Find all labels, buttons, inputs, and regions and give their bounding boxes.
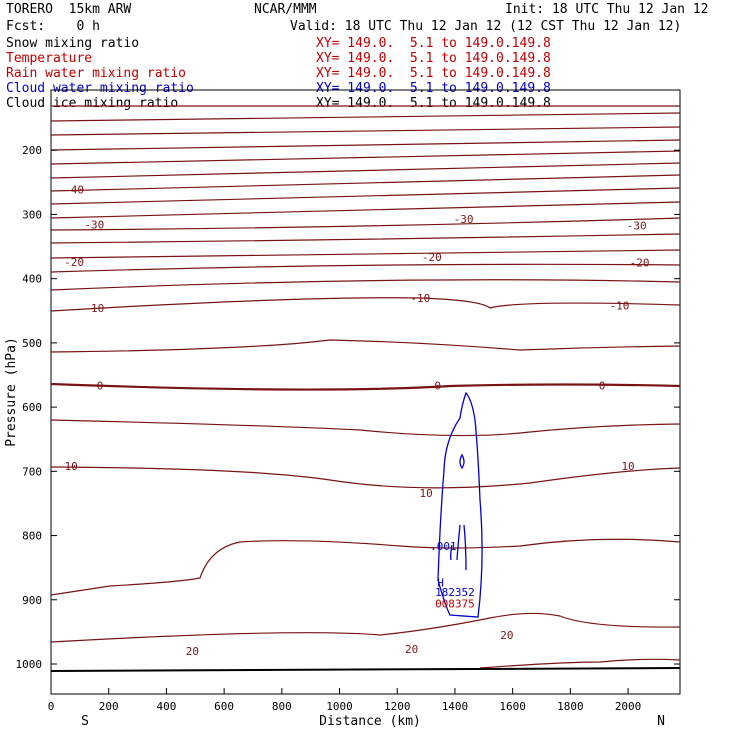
temperature-contour	[479, 658, 681, 669]
temperature-label: -20	[64, 256, 84, 269]
cloud-label: .001	[430, 540, 457, 553]
legend-temperature-xy: XY= 149.0. 5.1 to 149.0.149.8	[316, 51, 551, 66]
temperature-contour	[50, 139, 681, 151]
temperature-label: 10	[621, 460, 634, 473]
temperature-contour	[50, 162, 681, 179]
temperature-label: 20	[186, 645, 199, 658]
temperature-label: -40	[64, 183, 84, 196]
x-tick-label: 1000	[326, 700, 353, 713]
temperature-label: 0	[434, 379, 441, 392]
x-tick-label: 400	[156, 700, 176, 713]
x-tick-label: 200	[99, 700, 119, 713]
temperature-label: -20	[422, 251, 442, 264]
temperature-contour	[50, 187, 681, 205]
y-tick-label: 800	[22, 530, 42, 543]
temperature-contour	[50, 150, 681, 165]
temperature-contour	[50, 249, 681, 259]
x-tick-label: 2000	[615, 700, 642, 713]
temperature-contour	[50, 233, 681, 244]
plot-frame	[50, 89, 681, 695]
y-tick-label: 900	[22, 594, 42, 607]
temperature-contours	[50, 105, 681, 669]
temperature-label: -20	[630, 257, 650, 270]
contour-labels: -40 -30 -30 -30 -20 -20 -20 -10 -10 -10 0 0 0 10 10 10 2…	[64, 183, 649, 658]
temperature-contour	[50, 217, 681, 231]
cloud-water-contours	[437, 391, 483, 618]
init-time: Init: 18 UTC Thu 12 Jan 12	[505, 2, 709, 17]
x-tick-label: 1800	[557, 700, 584, 713]
x-axis-north-label: N	[657, 714, 665, 729]
legend-temperature-label: Temperature	[6, 51, 93, 66]
model-title: TORERO 15km ARW	[6, 2, 132, 17]
temperature-label: 10	[65, 460, 78, 473]
org-label: NCAR/MMM	[254, 2, 317, 17]
surface-line	[50, 667, 681, 672]
cloud-water-contour	[437, 391, 483, 618]
temperature-contour	[50, 112, 681, 122]
legend-rain-label: Rain water mixing ratio	[6, 66, 187, 81]
temperature-label: -10	[609, 300, 629, 313]
y-axis-title: Pressure (hPa)	[4, 337, 19, 447]
legend-snow-xy: XY= 149.0. 5.1 to 149.0.149.8	[316, 36, 551, 51]
legend-cloud-ice-label: Cloud ice mixing ratio	[6, 96, 179, 111]
x-tick-label: 800	[272, 700, 292, 713]
temperature-label: -30	[454, 213, 474, 226]
temperature-contour	[50, 382, 681, 391]
cloud-label: 008375	[435, 598, 475, 611]
temperature-label: -30	[84, 219, 104, 232]
legend-rain-xy: XY= 149.0. 5.1 to 149.0.149.8	[316, 66, 551, 81]
temperature-contour	[50, 612, 681, 643]
y-tick-label: 1000	[16, 658, 43, 671]
y-tick-label: 600	[22, 401, 42, 414]
temperature-contour	[50, 339, 681, 353]
x-tick-label: 600	[214, 700, 234, 713]
cloud-water-contour	[459, 453, 465, 470]
temperature-label: -30	[627, 219, 647, 232]
y-tick-label: 700	[22, 465, 42, 478]
temperature-contour	[50, 201, 681, 219]
temperature-contour	[50, 126, 681, 136]
temperature-contour	[50, 279, 681, 291]
temperature-label: 0	[599, 379, 606, 392]
temperature-label: 20	[405, 643, 418, 656]
forecast-hour: Fcst: 0 h	[6, 19, 100, 34]
legend-cloud-ice-xy: XY= 149.0. 5.1 to 149.0.149.8	[316, 96, 551, 111]
cloud-label: 182352	[435, 586, 475, 599]
temperature-contour	[50, 538, 681, 596]
temperature-contour	[50, 263, 681, 273]
y-tick-label: 300	[22, 208, 42, 221]
cloud-water-contour	[456, 524, 467, 571]
cloud-water-contour	[450, 544, 453, 561]
axis-ticks: 0 200 400 600 800 1000 1200 1400 1600 1800 2000200…	[16, 144, 680, 713]
temperature-label: -10	[84, 302, 104, 315]
x-tick-label: 1400	[442, 700, 469, 713]
legend-cloud-water-label: Cloud water mixing ratio	[6, 81, 194, 96]
legend-cloud-water-xy: XY= 149.0. 5.1 to 149.0.149.8	[316, 81, 551, 96]
x-axis-south-label: S	[81, 714, 89, 729]
x-tick-label: 0	[48, 700, 55, 713]
x-tick-label: 1200	[384, 700, 411, 713]
valid-time: Valid: 18 UTC Thu 12 Jan 12 (12 CST Thu …	[290, 19, 682, 34]
y-tick-label: 500	[22, 337, 42, 350]
temperature-label: 0	[97, 379, 104, 392]
temperature-label: -10	[410, 292, 430, 305]
temperature-label: 10	[419, 487, 432, 500]
temperature-contour	[50, 174, 681, 192]
temperature-contour	[50, 466, 681, 489]
x-tick-label: 1600	[499, 700, 526, 713]
cloud-label: H	[437, 576, 444, 589]
temperature-contour	[50, 419, 681, 437]
temperature-label: 20	[500, 629, 513, 642]
legend-snow-label: Snow mixing ratio	[6, 36, 140, 51]
y-tick-label: 200	[22, 144, 42, 157]
y-tick-label: 400	[22, 273, 42, 286]
temperature-contour	[50, 297, 681, 312]
x-axis-title: Distance (km)	[319, 714, 421, 729]
